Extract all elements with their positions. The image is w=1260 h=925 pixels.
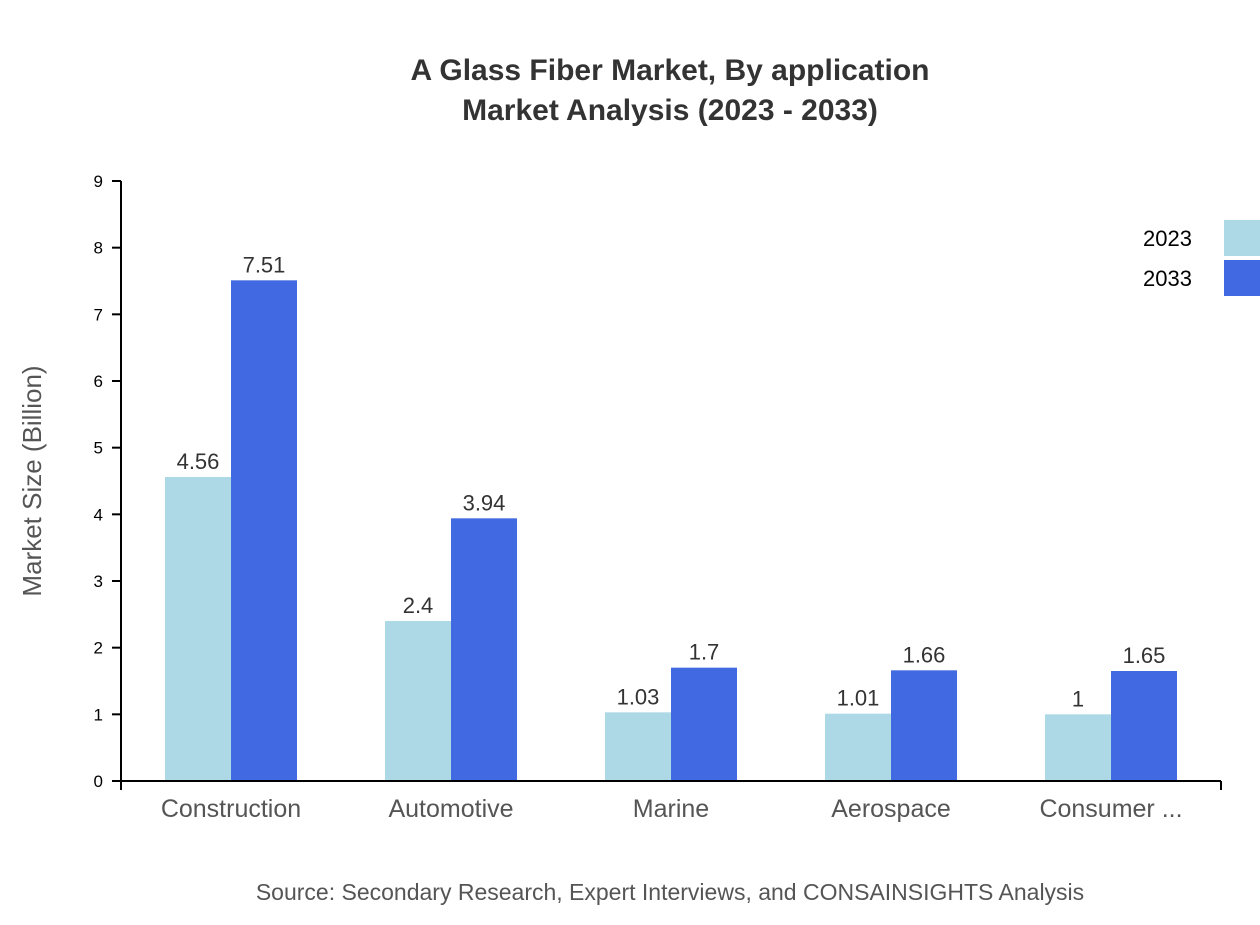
y-tick-label: 1 xyxy=(94,705,103,724)
y-tick-label: 9 xyxy=(94,172,103,191)
bar-2033-0 xyxy=(231,280,297,781)
x-tick-label: Aerospace xyxy=(831,795,951,823)
data-label: 1.03 xyxy=(617,684,660,709)
bar-2023-0 xyxy=(165,477,231,781)
data-label: 1.01 xyxy=(837,686,880,711)
x-tick-label: Consumer ... xyxy=(1039,795,1182,823)
data-label: 3.94 xyxy=(463,490,506,515)
bar-2023-2 xyxy=(605,712,671,781)
x-tick-label: Marine xyxy=(633,795,709,823)
legend-label: 2023 xyxy=(1143,226,1192,251)
y-tick-label: 8 xyxy=(94,239,103,258)
bar-2033-1 xyxy=(451,518,517,781)
legend-swatch-2033 xyxy=(1224,260,1260,296)
y-tick-label: 5 xyxy=(94,439,103,458)
data-label: 1.66 xyxy=(903,642,946,667)
data-label: 1.7 xyxy=(689,640,720,665)
source-note: Source: Secondary Research, Expert Inter… xyxy=(256,879,1084,905)
data-label: 2.4 xyxy=(403,593,434,618)
y-tick-label: 3 xyxy=(94,572,103,591)
bar-2033-3 xyxy=(891,670,957,781)
x-tick-label: Construction xyxy=(161,795,301,823)
y-tick-label: 0 xyxy=(94,772,103,791)
bar-2033-2 xyxy=(671,667,737,781)
legend-label: 2033 xyxy=(1143,266,1192,291)
bar-2023-4 xyxy=(1045,714,1111,781)
bar-2023-1 xyxy=(385,621,451,781)
data-label: 4.56 xyxy=(177,449,220,474)
y-axis-label: Market Size (Billion) xyxy=(17,365,47,596)
bar-2033-4 xyxy=(1111,671,1177,781)
bar-2023-3 xyxy=(825,713,891,781)
legend-swatch-2023 xyxy=(1224,220,1260,256)
chart-title: A Glass Fiber Market, By application xyxy=(410,54,929,87)
y-tick-label: 7 xyxy=(94,305,103,324)
x-tick-label: Automotive xyxy=(388,795,513,823)
data-label: 7.51 xyxy=(243,252,286,277)
data-label: 1.65 xyxy=(1123,643,1166,668)
y-tick-label: 2 xyxy=(94,639,103,658)
chart-subtitle: Market Analysis (2023 - 2033) xyxy=(462,94,878,127)
y-tick-label: 4 xyxy=(94,505,103,524)
data-label: 1 xyxy=(1072,686,1084,711)
y-tick-label: 6 xyxy=(94,372,103,391)
